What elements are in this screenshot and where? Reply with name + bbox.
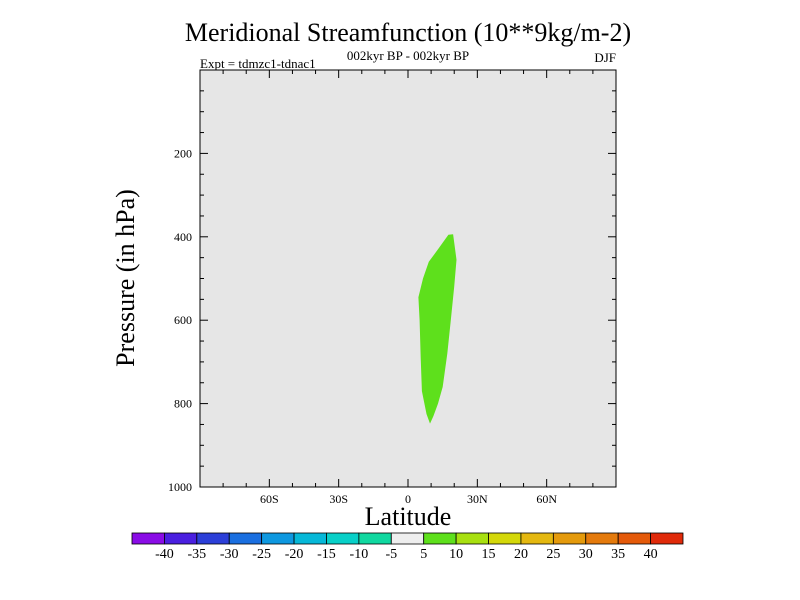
colorbar-swatch <box>228 532 263 545</box>
colorbar-swatch <box>131 532 165 545</box>
subtitle-left: Expt = tdmzc1-tdnac1 <box>200 56 316 71</box>
colorbar-swatch <box>520 532 554 545</box>
colorbar-swatch <box>261 532 295 545</box>
colorbar-swatch <box>164 532 198 545</box>
colorbar-label: 30 <box>579 547 593 562</box>
y-tick-label: 400 <box>174 230 192 244</box>
colorbar-label: -30 <box>220 547 239 562</box>
colorbar-label: -35 <box>187 547 206 562</box>
colorbar-label: -15 <box>317 547 336 562</box>
colorbar-swatch <box>585 532 619 545</box>
colorbar-swatch <box>552 532 587 545</box>
colorbar-label: 15 <box>482 547 496 562</box>
plot-frame <box>199 69 617 488</box>
colorbar-label: -20 <box>285 547 304 562</box>
colorbar-label: 35 <box>611 547 625 562</box>
colorbar-label: -10 <box>350 547 369 562</box>
x-tick-label: 30N <box>467 492 488 506</box>
colorbar-label: -25 <box>252 547 271 562</box>
colorbar-swatch <box>650 532 684 545</box>
plot-area <box>200 70 616 487</box>
colorbar-swatch <box>488 532 522 545</box>
colorbar-label: 40 <box>644 547 658 562</box>
colorbar-label: 5 <box>420 547 427 562</box>
colorbar-label: -5 <box>385 547 397 562</box>
contour-region-0 <box>418 234 457 424</box>
x-tick-label: 60S <box>260 492 279 506</box>
chart-title: Meridional Streamfunction (10**9kg/m-2) <box>185 18 631 47</box>
colorbar-swatch <box>617 532 651 545</box>
x-tick-label: 60N <box>536 492 557 506</box>
subtitle-right: DJF <box>594 50 616 65</box>
colorbar: -40 -35 -30 -25 -20 -15 -10 -5 5 10 15 20 25 30 35 40 <box>131 532 684 562</box>
colorbar-label: -40 <box>155 547 174 562</box>
colorbar-swatch <box>196 532 230 545</box>
y-tick-label: 1000 <box>168 480 192 494</box>
colorbar-swatch <box>326 532 360 545</box>
y-tick-label: 200 <box>174 146 192 160</box>
contour-regions <box>418 234 457 424</box>
axis-ticks: 60S 30S 0 30N 60N 200 400 600 800 1000 <box>168 70 616 506</box>
colorbar-swatch <box>293 532 327 545</box>
y-tick-label: 600 <box>174 313 192 327</box>
colorbar-label: 20 <box>514 547 528 562</box>
y-axis-label: Pressure (in hPa) <box>111 189 140 367</box>
colorbar-swatch <box>358 532 392 545</box>
x-tick-label: 30S <box>329 492 348 506</box>
colorbar-swatch <box>423 532 457 545</box>
colorbar-swatch <box>390 532 425 545</box>
x-axis-label: Latitude <box>365 502 452 531</box>
colorbar-label: 25 <box>546 547 560 562</box>
subtitle-center: 002kyr BP - 002kyr BP <box>347 48 469 63</box>
y-tick-label: 800 <box>174 397 192 411</box>
colorbar-swatch <box>455 532 489 545</box>
x-tick-label: 0 <box>405 492 411 506</box>
colorbar-label: 10 <box>449 547 463 562</box>
